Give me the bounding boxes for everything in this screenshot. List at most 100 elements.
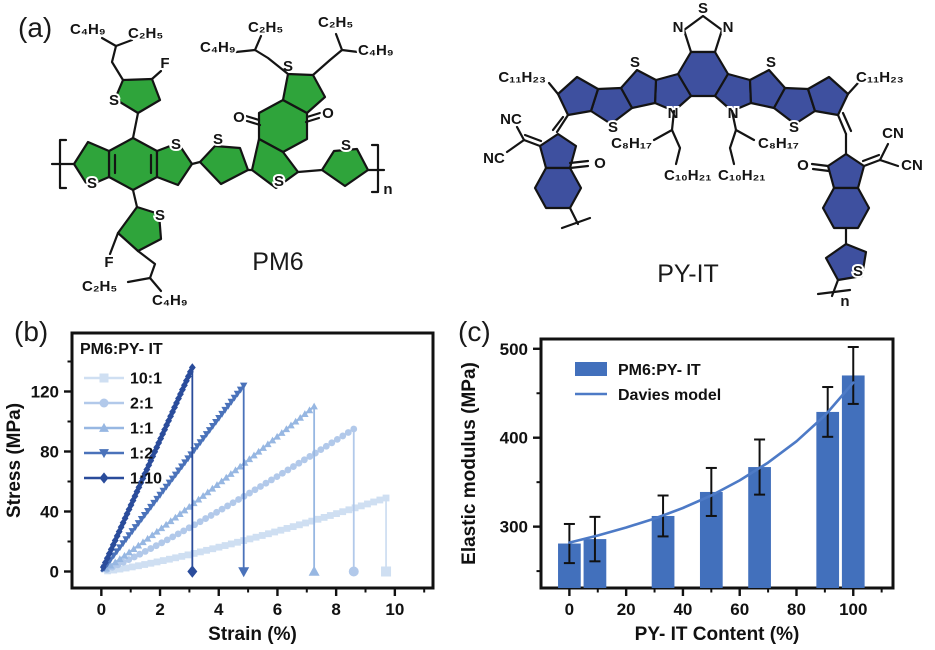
sidechain-label: C₁₁H₂₃ [856,69,904,86]
sidechain-label: C₂H₅ [82,278,117,295]
data-point [184,551,192,559]
data-point [230,394,239,402]
data-point [218,505,226,513]
data-point [300,456,308,464]
atom-label-s: S [155,207,165,224]
data-point [174,530,182,538]
data-point [109,540,117,550]
data-point [122,536,130,544]
data-point [153,527,161,535]
data-point [135,562,142,570]
data-point [168,475,177,483]
data-point [215,414,223,422]
data-point [250,451,258,459]
data-point [246,489,253,497]
atom-label-s: S [630,54,640,71]
pm6-name: PM6 [252,248,303,276]
data-point [147,503,155,511]
data-point [279,469,286,477]
y-axis-label: Elastic modulus (MPa) [459,362,480,565]
data-point [129,496,137,505]
repeat-unit-n: n [383,181,392,198]
data-point [224,502,231,510]
data-point [153,495,161,503]
atom-label-n: N [673,19,684,36]
panel-b-label: (b) [14,316,49,347]
data-point [157,524,166,532]
legend-label: 1:10 [130,471,162,488]
data-point [268,476,275,484]
data-point [125,532,133,540]
legend-item-10:1: 10:1 [84,371,162,388]
fracture-point [187,565,198,578]
atom-label-o: O [594,155,606,172]
sidechain-label: C₈H₁₇ [611,135,652,152]
data-point [236,386,245,394]
data-point [227,540,235,548]
nitrile-label: CN [882,125,904,142]
sidechain-label: C₁₀H₂₁ [664,167,712,184]
data-point [254,447,263,455]
data-point [233,390,242,398]
data-point [278,429,286,436]
data-point [159,429,167,439]
tick-label: 100 [839,600,867,619]
data-point [296,413,304,421]
data-point [246,535,254,543]
modulus-bar [841,375,865,588]
tick-label: 8 [331,600,340,619]
tick-label: 400 [500,429,528,448]
data-point [147,456,155,465]
data-point [190,549,198,557]
data-point [111,558,119,566]
data-point [209,423,217,430]
modulus-bar [816,411,840,588]
tick-label: 4 [214,600,224,619]
data-point [150,499,158,507]
pyrrole-ring [653,72,693,113]
data-point [137,516,146,523]
legend-label: 1:2 [130,446,153,463]
thiophene-ring [281,72,327,115]
atom-label-s: S [213,131,223,148]
indanone-ring [826,152,866,190]
modulus-bar [558,543,581,588]
sidechain-label: C₂H₅ [248,19,283,36]
data-point [357,502,365,510]
data-point [136,550,144,558]
modulus-bar [699,491,723,588]
data-point [221,542,229,549]
data-point [194,495,203,503]
legend-label: 1:1 [130,421,153,438]
atom-label-n: N [723,19,734,36]
data-point [172,554,180,562]
data-point [227,470,235,477]
thiophene-ring [113,77,162,115]
legend-label: 10:1 [130,371,162,388]
atom-label-s: S [853,263,863,280]
benzene-ring [821,186,871,230]
data-point [364,500,371,508]
atom-label-s: S [109,92,119,109]
data-point [262,479,270,487]
fracture-point [308,565,320,576]
legend-item-1:10: 1:10 [84,471,162,488]
legend-swatch-marker [99,449,109,459]
axes: 0 2 4 6 8 10 0 40 80 120 Strain (%) Stress (MPa) [4,331,435,645]
data-point [222,473,230,481]
fracture-point [238,567,250,578]
tick-label: 60 [730,600,749,619]
data-point [129,545,138,552]
data-point [289,523,297,531]
data-point [180,527,188,535]
series-1:2 [100,382,250,578]
data-point [339,432,347,440]
legend-label: PM6:PY- IT [618,362,701,379]
tick-label: 120 [31,383,59,402]
data-point [163,536,171,544]
tick-label: 10 [385,600,404,619]
pm6-structure: S S S F C₄H₉ C₂H₅ S F C₂H₅ C₄H₉ [50,12,396,310]
tick-label: 20 [617,600,636,619]
tick-label: 40 [40,503,59,522]
